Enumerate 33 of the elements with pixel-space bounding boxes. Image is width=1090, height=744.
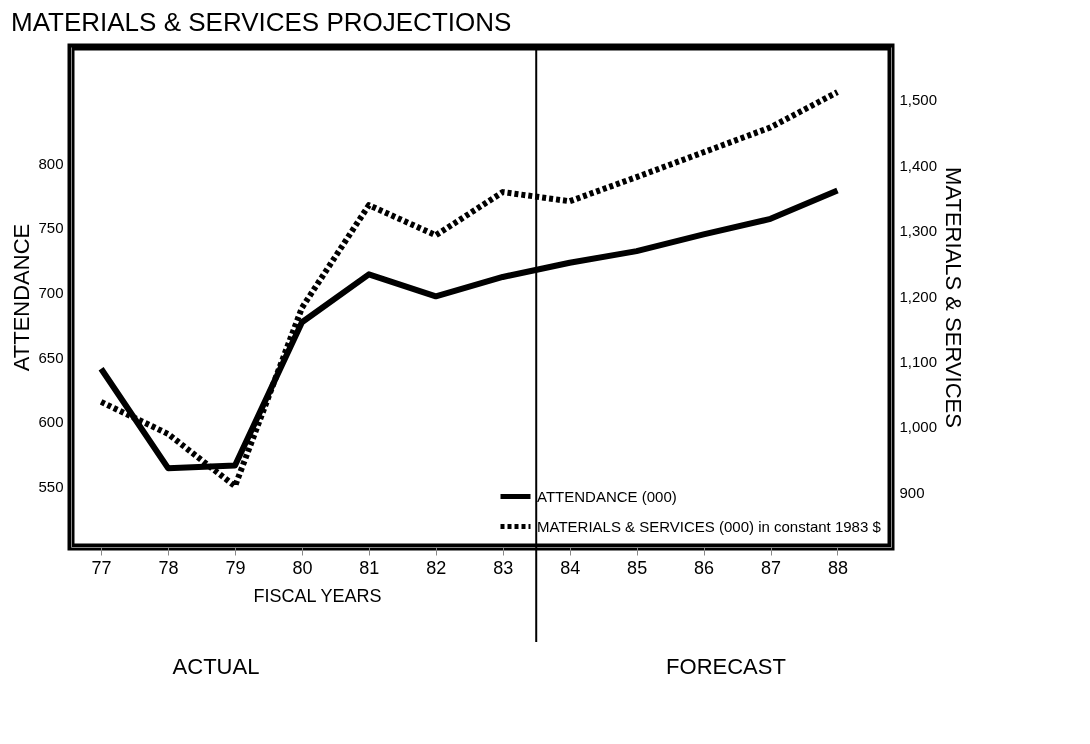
x-tick-label: 85 [627, 557, 648, 578]
x-tick-label: 77 [91, 557, 112, 578]
x-tick-label: 79 [225, 557, 246, 578]
y-tick-label: 650 [38, 348, 64, 366]
x-tick-label: 81 [359, 557, 380, 578]
x-tick-label: 83 [493, 557, 514, 578]
text: FORECAST [666, 654, 786, 679]
x-tick-label: 86 [694, 557, 715, 578]
x-tick-label: 80 [292, 557, 313, 578]
x-tick-label: 87 [760, 557, 782, 578]
legend-label: ATTENDANCE (000) [537, 487, 677, 505]
text: ACTUAL [172, 654, 260, 679]
y2-tick-label: 1,400 [899, 156, 938, 174]
x-tick-label: 84 [560, 557, 581, 578]
x-tick-label: 88 [827, 557, 848, 578]
y-tick-label: 750 [38, 219, 64, 237]
y2-tick-label: 900 [899, 483, 925, 501]
y2-tick-label: 1,300 [899, 222, 938, 240]
y2-axis-title: MATERIALS & SERVICES [941, 167, 967, 428]
y2-tick-label: 1,000 [899, 418, 938, 436]
chart-title: MATERIALS & SERVICES PROJECTIONS [10, 7, 512, 37]
legend-label: MATERIALS & SERVICES (000) in constant 1983 $ [537, 517, 882, 535]
y2-tick-label: 1,100 [899, 352, 938, 370]
x-axis-title: FISCAL YEARS [253, 585, 382, 606]
y-tick-label: 550 [38, 477, 64, 495]
y-axis-title: ATTENDANCE [9, 223, 35, 372]
y2-tick-label: 1,200 [899, 287, 938, 305]
x-tick-label: 82 [426, 557, 447, 578]
y-tick-label: 700 [38, 283, 64, 301]
y2-tick-label: 1,500 [899, 91, 938, 109]
x-tick-label: 78 [158, 557, 179, 578]
y-tick-label: 600 [38, 413, 64, 431]
y-tick-label: 800 [38, 154, 64, 172]
